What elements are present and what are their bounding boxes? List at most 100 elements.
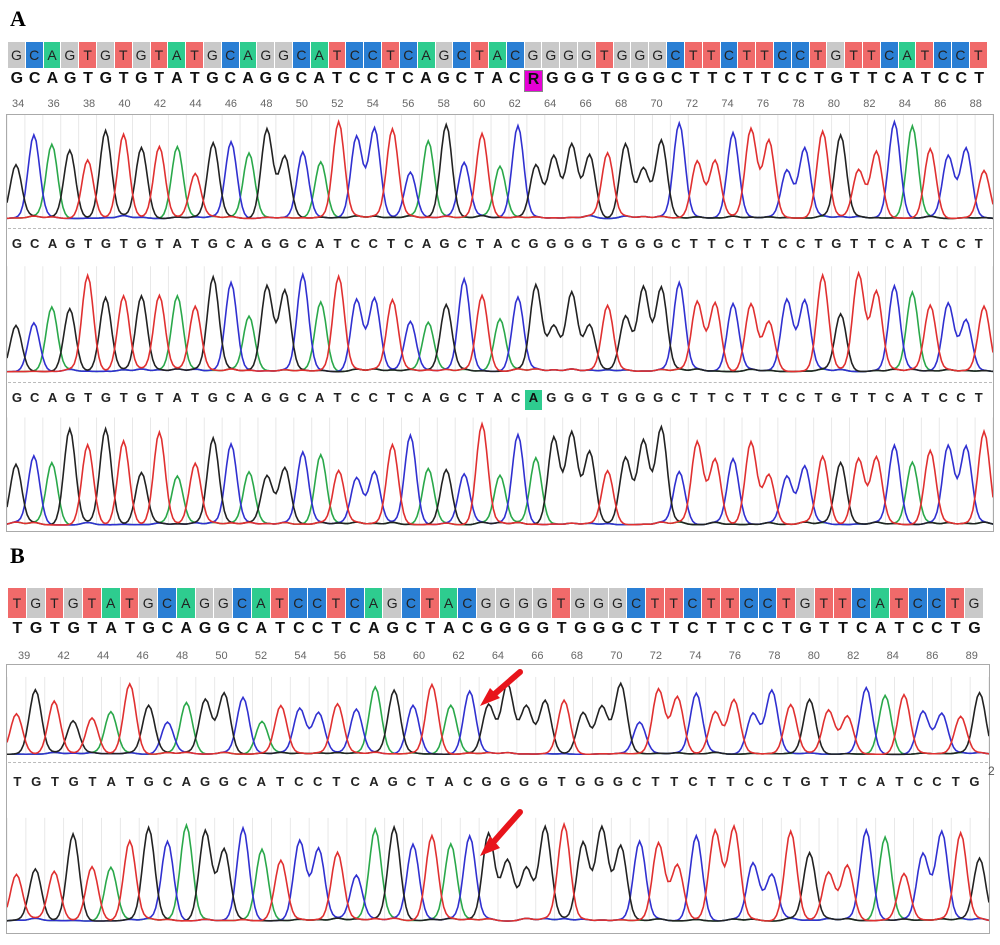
panel-a-trace-svg — [7, 115, 993, 526]
ruler-tick-label: 76 — [728, 650, 741, 662]
ruler-tick-label: 54 — [294, 650, 307, 662]
trace-base-call: C — [956, 390, 966, 405]
trace-T-line — [7, 270, 993, 373]
consensus-base: T — [12, 620, 23, 637]
consensus-base: G — [799, 620, 812, 637]
trace-base-call: G — [439, 390, 450, 405]
trace-base-call: T — [761, 390, 769, 405]
trace-base-call: T — [820, 774, 829, 789]
consensus-base: A — [255, 620, 268, 637]
consensus-base: T — [867, 70, 878, 87]
trace-base-call: C — [350, 774, 360, 789]
consensus-base: T — [474, 70, 485, 87]
header-base-cell: G — [8, 42, 26, 68]
header-base-cell: C — [927, 588, 947, 618]
consensus-base: C — [236, 620, 249, 637]
consensus-base: C — [295, 70, 308, 87]
trace-base-call: T — [191, 236, 199, 251]
header-base-cell: T — [756, 42, 774, 68]
trace-base-call: T — [155, 236, 164, 251]
ruler-tick-label: 48 — [260, 98, 273, 110]
trace-base-call: C — [510, 236, 521, 251]
trace-base-call: C — [294, 774, 304, 789]
trace-base-call: C — [763, 774, 773, 789]
consensus-base: G — [592, 620, 606, 637]
consensus-base: T — [838, 620, 848, 637]
trace-base-call: T — [921, 236, 930, 251]
consensus-base: C — [762, 620, 774, 637]
trace-base-call: A — [875, 774, 886, 789]
consensus-base: T — [689, 70, 700, 87]
trace-base-call: A — [315, 390, 325, 405]
trace-base-call: A — [172, 390, 182, 405]
header-base-cell: T — [328, 42, 347, 68]
header-base-cell: T — [777, 588, 797, 618]
ruler-tick-label: 50 — [295, 98, 308, 110]
consensus-base: C — [937, 70, 950, 87]
trace-base-call: G — [581, 390, 592, 405]
consensus-base: T — [819, 620, 830, 637]
consensus-base: G — [611, 620, 625, 637]
trace-base-call: T — [895, 774, 904, 789]
trace-base-call: G — [575, 774, 586, 789]
header-base-cell: A — [488, 42, 507, 68]
header-base-cell: G — [195, 588, 215, 618]
trace-base-call: C — [932, 774, 942, 789]
header-base-cell: A — [871, 588, 890, 618]
ruler-tick-label: 76 — [756, 98, 770, 110]
trace-base-call: A — [902, 390, 913, 405]
ruler-tick-label: 52 — [331, 98, 344, 110]
header-base-cell: T — [420, 588, 440, 618]
header-base-cell: G — [139, 588, 159, 618]
trace-base-call: T — [782, 774, 791, 789]
consensus-base: A — [242, 70, 254, 87]
header-base-cell: C — [739, 588, 759, 618]
trace-base-call: T — [974, 236, 983, 251]
header-base-cell: T — [8, 588, 27, 618]
trace-base-call: G — [100, 390, 112, 405]
header-base-cell: G — [203, 42, 222, 68]
header-base-cell: A — [898, 42, 917, 68]
trace-base-call: T — [867, 390, 876, 405]
header-base-cell: G — [514, 588, 534, 618]
consensus-base: T — [920, 70, 931, 87]
trace-G-line — [7, 274, 993, 373]
consensus-base: T — [781, 620, 792, 637]
consensus-base: A — [902, 70, 914, 87]
header-base-cell: C — [158, 588, 177, 618]
panel-a-divider-2 — [8, 382, 992, 383]
header-base-cell: T — [114, 42, 133, 68]
trace-base-call: T — [84, 390, 93, 405]
ruler-tick-label: 36 — [47, 98, 60, 110]
consensus-base: G — [546, 70, 559, 87]
trace-base-call: T — [155, 390, 164, 405]
header-base-cell: G — [61, 42, 80, 68]
trace-base-call: C — [297, 236, 307, 251]
header-base-cell: T — [969, 42, 988, 68]
header-base-cell: C — [934, 42, 953, 68]
header-base-cell: A — [364, 588, 384, 618]
consensus-base: T — [743, 70, 753, 87]
trace-base-call: C — [30, 236, 40, 251]
trace-base-call: G — [546, 236, 557, 251]
header-base-cell: C — [458, 588, 478, 618]
consensus-base: T — [275, 620, 285, 637]
header-base-cell: T — [684, 42, 703, 68]
header-base-cell: C — [667, 42, 685, 68]
ruler-tick-label: 42 — [153, 98, 167, 110]
trace-base-call: T — [119, 236, 128, 251]
trace-base-call: T — [689, 390, 698, 405]
consensus-base: C — [405, 620, 418, 637]
trace-base-call: G — [31, 774, 42, 789]
header-base-cell: G — [589, 588, 609, 618]
header-base-cell: T — [471, 42, 489, 68]
ruler-tick-label: 86 — [934, 98, 947, 110]
trace-base-call: T — [276, 774, 285, 789]
header-base-cell: T — [721, 588, 740, 618]
trace-base-call: G — [207, 390, 218, 405]
ruler-tick-label: 38 — [82, 98, 96, 110]
trace-base-call: C — [350, 236, 361, 251]
consensus-base: G — [198, 620, 212, 637]
consensus-base: C — [293, 620, 305, 637]
trace-base-call: C — [956, 236, 966, 251]
